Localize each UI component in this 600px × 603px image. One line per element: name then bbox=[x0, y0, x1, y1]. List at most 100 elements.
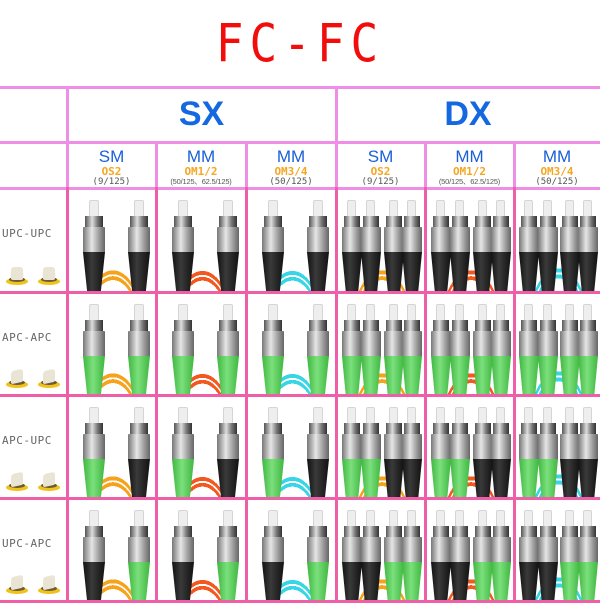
fc-connector bbox=[538, 407, 558, 497]
coupling-nut bbox=[363, 526, 379, 538]
grid-line bbox=[335, 86, 338, 187]
fiber-mode-label: MM bbox=[186, 147, 216, 166]
coupling-nut bbox=[264, 423, 282, 435]
connector-body bbox=[560, 331, 580, 357]
coupling-nut bbox=[264, 216, 282, 228]
boot-upc bbox=[384, 252, 404, 291]
boot-apc bbox=[578, 356, 598, 394]
fc-connector bbox=[361, 407, 381, 497]
coupling-nut bbox=[540, 216, 556, 228]
fc-connector bbox=[519, 407, 539, 497]
product-cell[interactable] bbox=[70, 500, 156, 600]
coupling-nut bbox=[309, 320, 327, 332]
product-cell[interactable] bbox=[339, 500, 425, 600]
boot-upc bbox=[342, 562, 362, 600]
fiber-mode-label: SM bbox=[367, 147, 394, 166]
grid-line bbox=[245, 141, 248, 187]
product-cell[interactable] bbox=[517, 397, 600, 497]
dust-cap-icon bbox=[38, 471, 60, 491]
product-cell[interactable] bbox=[70, 190, 156, 291]
fc-connector bbox=[342, 200, 362, 291]
boot-upc bbox=[560, 252, 580, 291]
product-cell[interactable] bbox=[249, 190, 336, 291]
product-cell[interactable] bbox=[339, 190, 425, 291]
coupling-nut bbox=[493, 423, 509, 435]
fc-connector bbox=[402, 200, 422, 291]
connector-body bbox=[431, 227, 451, 253]
boot-apc bbox=[578, 562, 598, 600]
product-cell[interactable] bbox=[517, 500, 600, 600]
grid-line bbox=[0, 394, 600, 397]
coupling-nut bbox=[475, 526, 491, 538]
fc-connector bbox=[578, 510, 598, 600]
connector-body bbox=[342, 227, 362, 253]
product-cell[interactable] bbox=[428, 500, 514, 600]
title-text: FC-FC bbox=[215, 11, 385, 75]
dust-cap-icon bbox=[6, 368, 28, 388]
polish-type-label: APC-APC bbox=[2, 331, 52, 344]
boot-upc bbox=[402, 459, 422, 497]
boot-upc bbox=[262, 562, 284, 600]
fiber-spec-label: (9/125) bbox=[361, 177, 400, 187]
product-cell[interactable] bbox=[517, 294, 600, 394]
boot-apc bbox=[262, 459, 284, 497]
connector-body bbox=[217, 537, 239, 563]
connector-body bbox=[307, 537, 329, 563]
boot-apc bbox=[402, 562, 422, 600]
fc-connector bbox=[431, 200, 451, 291]
product-cell[interactable] bbox=[70, 397, 156, 497]
fc-connector bbox=[342, 304, 362, 394]
product-cell[interactable] bbox=[428, 397, 514, 497]
connector-body bbox=[384, 434, 404, 460]
product-cell[interactable] bbox=[159, 397, 246, 497]
product-cell[interactable] bbox=[159, 294, 246, 394]
connector-body bbox=[361, 537, 381, 563]
cap-top bbox=[11, 368, 23, 385]
coupling-nut bbox=[85, 320, 103, 332]
fc-connector bbox=[216, 200, 240, 291]
boot-apc bbox=[450, 459, 470, 497]
boot-apc bbox=[384, 562, 404, 600]
dust-cap-icon bbox=[6, 471, 28, 491]
product-cell[interactable] bbox=[70, 294, 156, 394]
connector-body bbox=[217, 331, 239, 357]
coupling-nut bbox=[452, 423, 468, 435]
boot-apc bbox=[473, 356, 493, 394]
coupling-nut bbox=[130, 423, 148, 435]
product-cell[interactable] bbox=[428, 190, 514, 291]
connector-body bbox=[172, 537, 194, 563]
product-cell[interactable] bbox=[517, 190, 600, 291]
page-title: FC-FC bbox=[0, 0, 600, 86]
polish-type-label: APC-UPC bbox=[2, 434, 52, 447]
fc-connector bbox=[384, 510, 404, 600]
grid-line bbox=[155, 141, 158, 187]
product-cell[interactable] bbox=[159, 500, 246, 600]
product-cell[interactable] bbox=[249, 294, 336, 394]
boot-upc bbox=[262, 252, 284, 291]
fiber-spec-label: (50/125) bbox=[535, 177, 579, 187]
product-cell[interactable] bbox=[249, 500, 336, 600]
fc-connector bbox=[171, 200, 195, 291]
fc-connector bbox=[82, 407, 106, 497]
product-cell[interactable] bbox=[249, 397, 336, 497]
product-cell[interactable] bbox=[159, 190, 246, 291]
product-cell[interactable] bbox=[339, 294, 425, 394]
coupling-nut bbox=[580, 526, 596, 538]
fc-connector bbox=[306, 407, 330, 497]
fc-connector bbox=[578, 407, 598, 497]
fc-connector bbox=[384, 304, 404, 394]
coupling-nut bbox=[521, 320, 537, 332]
connector-body bbox=[384, 331, 404, 357]
coupling-nut bbox=[130, 526, 148, 538]
coupling-nut bbox=[493, 526, 509, 538]
connector-body bbox=[307, 227, 329, 253]
fc-connector bbox=[127, 407, 151, 497]
boot-upc bbox=[538, 252, 558, 291]
boot-apc bbox=[172, 356, 194, 394]
connector-body bbox=[172, 434, 194, 460]
product-cell[interactable] bbox=[428, 294, 514, 394]
cap-top bbox=[11, 574, 23, 591]
connector-body bbox=[491, 227, 511, 253]
product-cell[interactable] bbox=[339, 397, 425, 497]
group-header-sx: SX bbox=[178, 95, 225, 133]
